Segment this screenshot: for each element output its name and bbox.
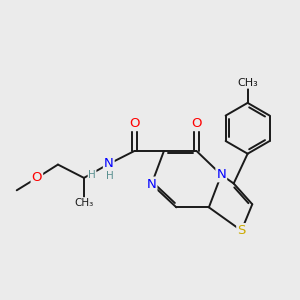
Text: N: N xyxy=(104,158,114,170)
Text: CH₃: CH₃ xyxy=(74,198,94,208)
Text: O: O xyxy=(191,117,202,130)
Text: CH₃: CH₃ xyxy=(237,78,258,88)
Text: H: H xyxy=(88,170,96,180)
Text: H: H xyxy=(106,171,114,181)
Text: N: N xyxy=(216,168,226,181)
Text: O: O xyxy=(32,171,42,184)
Text: O: O xyxy=(129,117,140,130)
Text: N: N xyxy=(147,178,156,190)
Text: S: S xyxy=(237,224,246,237)
